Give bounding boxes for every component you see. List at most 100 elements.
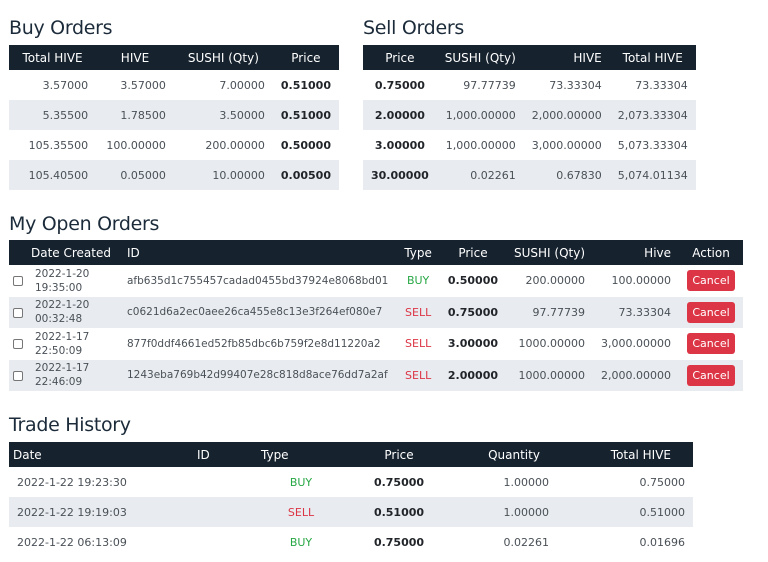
- open-orders-table: Date Created ID Type Price SUSHI (Qty) H…: [9, 240, 744, 391]
- open-order-select-cell: [9, 265, 27, 297]
- history-header-price: Price: [349, 442, 449, 467]
- open-order-date: 2022-1-20: [35, 267, 90, 280]
- open-order-checkbox[interactable]: [13, 307, 23, 318]
- open-order-price: 0.75000: [439, 296, 507, 328]
- trade-total-hive: 0.51000: [579, 497, 693, 527]
- open-order-id: afb635d1c755457cadad0455bd37924e8068bd01: [127, 274, 389, 287]
- trade-history-row: 2022-1-22 19:23:30 BUY 0.75000 1.00000 0.750…: [9, 467, 693, 497]
- open-order-sushi-qty: 1000.00000: [518, 337, 586, 351]
- trade-history-table: Date ID Type Price Quantity Total HIVE 2…: [9, 442, 693, 557]
- sell-total-hive: 5,074.01134: [609, 160, 696, 190]
- open-order-sushi-qty: 97.77739: [506, 296, 594, 328]
- sell-hive: 2,000.00000: [523, 100, 610, 130]
- sell-total-hive: 2,073.33304: [609, 100, 696, 130]
- trade-history-row: 2022-1-22 19:19:03 SELL 0.51000 1.00000 0.51…: [9, 497, 693, 527]
- open-order-date-cell: 2022-1-20 00:32:48: [27, 296, 119, 328]
- trade-quantity: 0.02261: [503, 535, 550, 549]
- sell-header-sushi-qty: SUSHI (Qty): [436, 45, 524, 70]
- open-order-action-cell: Cancel: [679, 265, 743, 297]
- buy-sushi-qty: 200.00000: [205, 138, 265, 152]
- open-order-sushi-qty: 200.00000: [525, 274, 586, 288]
- open-order-select-cell: [9, 328, 27, 360]
- history-header-type: Type: [253, 442, 349, 467]
- trade-date: 2022-1-22 19:19:03: [9, 497, 189, 527]
- trade-date: 2022-1-22 06:13:09: [17, 535, 127, 549]
- open-order-date-cell: 2022-1-17 22:46:09: [27, 359, 119, 391]
- open-order-hive: 100.00000: [611, 274, 672, 288]
- sell-price: 30.00000: [363, 160, 437, 190]
- trade-price: 0.75000: [373, 535, 425, 549]
- cancel-order-button[interactable]: Cancel: [687, 301, 736, 323]
- sell-order-row: 3.00000 1,000.00000 3,000.00000 5,073.33304: [363, 130, 696, 160]
- trade-history-title: Trade History: [9, 414, 131, 436]
- open-order-row: 2022-1-17 22:50:09 877f0ddf4661ed52fb85dbc…: [9, 328, 743, 360]
- open-order-type: SELL: [396, 359, 440, 391]
- open-order-price: 0.50000: [447, 274, 499, 288]
- open-order-id: 877f0ddf4661ed52fb85dbc6b759f2e8d11220a2: [127, 337, 381, 350]
- sell-header-hive: HIVE: [523, 45, 610, 70]
- buy-sushi-qty: 7.00000: [219, 78, 265, 92]
- buy-order-row: 105.40500 0.05000 10.00000 0.00500: [9, 160, 339, 190]
- open-order-hive: 73.33304: [593, 296, 680, 328]
- sell-sushi-qty: 0.02261: [436, 160, 524, 190]
- open-order-row: 2022-1-20 00:32:48 c0621d6a2ec0aee26ca455e…: [9, 296, 744, 328]
- trade-id: [189, 467, 253, 497]
- open-header-action: Action: [679, 240, 744, 265]
- sell-total-hive: 5,073.33304: [617, 138, 688, 152]
- sell-price: 0.75000: [374, 78, 425, 92]
- sell-total-hive: 73.33304: [635, 78, 688, 92]
- buy-hive: 100.00000: [106, 138, 166, 152]
- open-order-checkbox[interactable]: [13, 276, 23, 287]
- buy-sushi-qty: 3.50000: [173, 100, 273, 130]
- open-order-checkbox[interactable]: [13, 370, 23, 381]
- trade-date: 2022-1-22 19:23:30: [17, 475, 127, 489]
- sell-sushi-qty: 1,000.00000: [445, 138, 516, 152]
- history-header-total-hive: Total HIVE: [579, 442, 693, 467]
- cancel-order-button[interactable]: Cancel: [687, 333, 736, 355]
- open-order-hive: 3,000.00000: [601, 337, 672, 351]
- open-order-select-cell: [9, 359, 27, 391]
- open-order-action-cell: Cancel: [679, 296, 744, 328]
- open-order-time: 19:35:00: [35, 281, 83, 294]
- buy-price: 0.50000: [280, 138, 331, 152]
- buy-header-hive: HIVE: [96, 45, 174, 70]
- sell-sushi-qty: 97.77739: [463, 78, 516, 92]
- open-order-time: 22:50:09: [35, 344, 83, 357]
- open-order-id: c0621d6a2ec0aee26ca455e8c13e3f264ef080e7: [119, 296, 397, 328]
- open-order-id: 1243eba769b42d99407e28c818d8ace76dd7a2af: [119, 359, 397, 391]
- buy-sushi-qty: 10.00000: [173, 160, 273, 190]
- buy-price: 0.51000: [272, 100, 339, 130]
- buy-total-hive: 5.35500: [9, 100, 97, 130]
- buy-orders-title: Buy Orders: [9, 17, 113, 39]
- open-order-row: 2022-1-20 19:35:00 afb635d1c755457cadad045…: [9, 265, 743, 297]
- open-order-time: 00:32:48: [35, 313, 83, 326]
- sell-hive: 3,000.00000: [531, 138, 602, 152]
- open-order-date: 2022-1-17: [35, 330, 90, 343]
- open-order-price: 2.00000: [439, 359, 507, 391]
- sell-sushi-qty: 1,000.00000: [436, 100, 524, 130]
- cancel-order-button[interactable]: Cancel: [687, 364, 736, 386]
- trade-price: 0.51000: [349, 497, 449, 527]
- trade-type: SELL: [253, 497, 349, 527]
- history-header-quantity: Quantity: [449, 442, 579, 467]
- buy-order-row: 105.35500 100.00000 200.00000 0.50000: [9, 130, 339, 160]
- open-order-type: SELL: [405, 337, 432, 351]
- buy-header-total-hive: Total HIVE: [9, 45, 97, 70]
- open-header-sushi-qty: SUSHI (Qty): [506, 240, 594, 265]
- open-order-sushi-qty: 1000.00000: [506, 359, 594, 391]
- open-order-select-cell: [9, 296, 27, 328]
- trade-id: [189, 527, 253, 557]
- buy-header-price: Price: [272, 45, 339, 70]
- buy-order-row: 3.57000 3.57000 7.00000 0.51000: [9, 70, 339, 100]
- open-orders-title: My Open Orders: [9, 213, 160, 235]
- trade-total-hive: 0.01696: [639, 535, 686, 549]
- sell-order-row: 30.00000 0.02261 0.67830 5,074.01134: [363, 160, 696, 190]
- open-order-checkbox[interactable]: [13, 339, 23, 350]
- cancel-order-button[interactable]: Cancel: [687, 270, 736, 292]
- buy-price: 0.00500: [272, 160, 339, 190]
- history-header-date: Date: [9, 442, 189, 467]
- buy-price: 0.51000: [280, 78, 331, 92]
- open-header-id: ID: [119, 240, 397, 265]
- buy-total-hive: 105.40500: [9, 160, 97, 190]
- buy-header-sushi-qty: SUSHI (Qty): [173, 45, 273, 70]
